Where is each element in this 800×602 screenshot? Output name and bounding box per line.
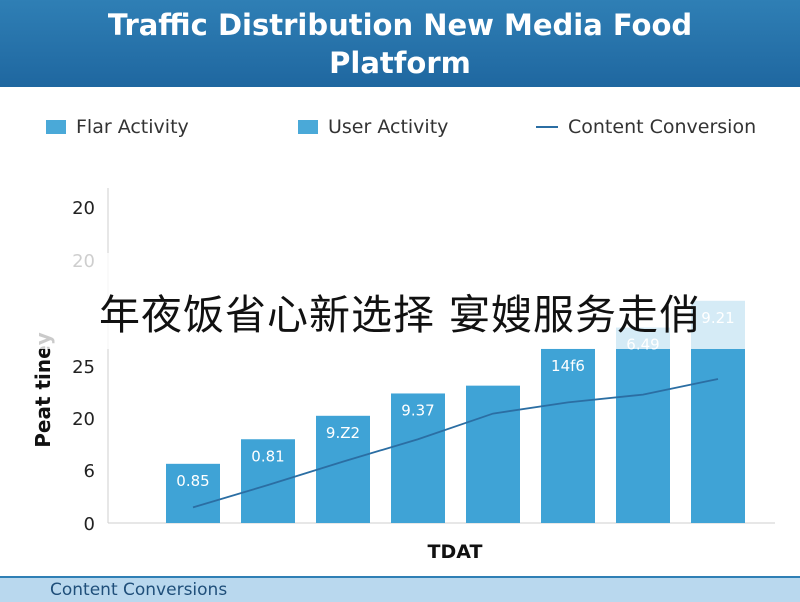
bar-value-label: 9.Z2: [326, 424, 360, 442]
legend-swatch-icon: [298, 120, 318, 134]
footer-bar: Content Conversions: [0, 576, 800, 602]
overlay-caption: 年夜饭省心新选择 宴嫂服务走俏: [0, 280, 800, 342]
chart-legend: Flar Activity User Activity Content Conv…: [0, 108, 800, 148]
bar-value-label: 0.85: [176, 472, 209, 490]
legend-line-icon: [536, 126, 558, 128]
legend-item-user-activity: User Activity: [298, 116, 448, 138]
legend-swatch-icon: [46, 120, 66, 134]
y-tick-label: 0: [84, 514, 95, 535]
bar-value-label: 9.37: [401, 401, 434, 419]
y-axis-title: Peat tiney: [31, 332, 55, 448]
bar-value-label: 14f6: [551, 357, 585, 375]
x-axis-title: TDAT: [428, 541, 483, 563]
y-tick-label: 6: [84, 461, 95, 482]
y-tick-label: 25: [72, 357, 95, 378]
legend-label: User Activity: [328, 116, 448, 138]
bar: [466, 386, 520, 523]
y-tick-label: 20: [72, 409, 95, 430]
bar-chart: 0620252020Peat tineyTDAT0.850.819.Z29.37…: [0, 150, 800, 570]
footer-caption: Content Conversions: [50, 580, 227, 600]
y-tick-label: 20: [72, 198, 95, 219]
title-banner: Traffic Distribution New Media Food Plat…: [0, 0, 800, 87]
legend-label: Flar Activity: [76, 116, 189, 138]
chart-title: Traffic Distribution New Media Food Plat…: [40, 6, 760, 82]
bar: [616, 328, 670, 523]
legend-item-flar-activity: Flar Activity: [46, 116, 189, 138]
legend-item-content-conversion: Content Conversion: [536, 116, 756, 138]
bar: [541, 349, 595, 523]
bar-value-label: 0.81: [251, 447, 284, 465]
legend-label: Content Conversion: [568, 116, 756, 138]
